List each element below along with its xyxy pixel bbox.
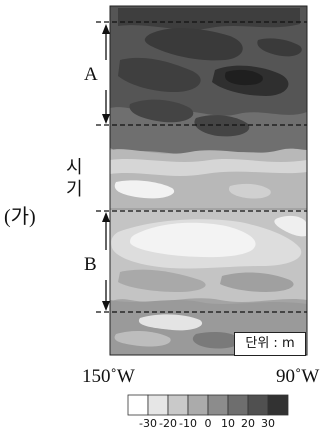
legend-tick-label: 30 [261,417,275,430]
period-b-label: B [84,254,97,275]
y-axis-label-char-2: 기 [66,179,83,199]
x-axis-left-label: 150˚W [82,366,135,387]
y-axis-label-char-1: 시 [66,157,83,177]
legend-bin-4 [207,394,229,416]
legend-bin-3 [187,394,209,416]
panel-label: (가) [4,206,36,228]
legend-colorbar [127,394,289,416]
period-a-label: A [84,64,98,85]
unit-label: 단위 : m [234,332,306,356]
legend-bin-1 [147,394,169,416]
legend-bin-6 [247,394,269,416]
legend-tick-label: 0 [204,417,212,430]
legend-bin-7 [267,394,289,416]
legend-bin-5 [227,394,249,416]
legend-tick-label: 10 [221,417,235,430]
legend-bin-0 [127,394,149,416]
period-b-arrow [102,212,110,311]
legend-tick-label: -30 [139,417,157,430]
legend-tick-label: -20 [159,417,177,430]
period-a-arrow [102,24,110,124]
legend-tick-label: -10 [179,417,197,430]
legend-tick-label: 20 [241,417,255,430]
legend-bin-2 [167,394,189,416]
x-axis-right-label: 90˚W [276,366,320,387]
